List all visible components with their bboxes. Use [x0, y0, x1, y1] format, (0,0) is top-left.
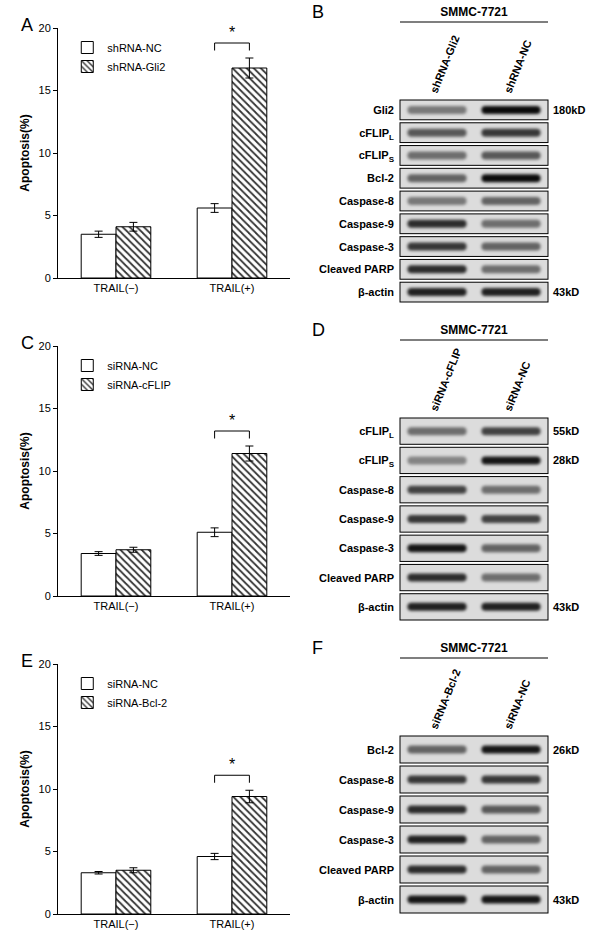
- svg-text:0: 0: [45, 908, 51, 920]
- svg-text:5: 5: [45, 209, 51, 221]
- svg-text:0: 0: [45, 590, 51, 602]
- svg-text:cFLIPL: cFLIPL: [359, 425, 394, 440]
- svg-text:20: 20: [39, 658, 51, 670]
- svg-text:D: D: [312, 320, 325, 340]
- svg-text:A: A: [21, 15, 33, 35]
- svg-text:B: B: [312, 2, 324, 22]
- svg-text:SMMC-7721: SMMC-7721: [440, 641, 508, 655]
- svg-text:shRNA-NC: shRNA-NC: [502, 38, 534, 95]
- svg-text:cFLIPS: cFLIPS: [359, 149, 395, 164]
- svg-text:shRNA-NC: shRNA-NC: [107, 42, 161, 54]
- svg-text:20: 20: [39, 340, 51, 352]
- svg-text:Apoptosis(%): Apoptosis(%): [18, 750, 32, 827]
- svg-text:Caspase-8: Caspase-8: [339, 484, 394, 496]
- svg-text:shRNA-Gli2: shRNA-Gli2: [428, 34, 462, 95]
- svg-text:20: 20: [39, 22, 51, 34]
- svg-text:siRNA-NC: siRNA-NC: [107, 360, 158, 372]
- svg-text:Caspase-3: Caspase-3: [339, 241, 394, 253]
- svg-text:cFLIPS: cFLIPS: [359, 454, 395, 469]
- svg-text:F: F: [312, 638, 323, 658]
- svg-text:5: 5: [45, 527, 51, 539]
- svg-text:Caspase-8: Caspase-8: [339, 774, 394, 786]
- svg-text:siRNA-Bcl-2: siRNA-Bcl-2: [107, 697, 167, 709]
- svg-text:43kD: 43kD: [553, 601, 579, 613]
- svg-text:β-actin: β-actin: [358, 894, 394, 906]
- svg-text:cFLIPL: cFLIPL: [359, 127, 394, 142]
- svg-text:TRAIL(+): TRAIL(+): [210, 600, 255, 612]
- svg-text:Caspase-3: Caspase-3: [339, 834, 394, 846]
- svg-text:β-actin: β-actin: [358, 601, 394, 613]
- svg-text:siRNA-NC: siRNA-NC: [502, 359, 533, 412]
- svg-text:Gli2: Gli2: [373, 104, 394, 116]
- svg-text:Caspase-9: Caspase-9: [339, 804, 394, 816]
- svg-text:Caspase-9: Caspase-9: [339, 218, 394, 230]
- svg-text:15: 15: [39, 402, 51, 414]
- svg-text:180kD: 180kD: [553, 104, 585, 116]
- svg-text:Cleaved PARP: Cleaved PARP: [319, 263, 394, 275]
- svg-text:TRAIL(−): TRAIL(−): [94, 600, 139, 612]
- svg-text:43kD: 43kD: [553, 286, 579, 298]
- svg-text:TRAIL(+): TRAIL(+): [210, 918, 255, 930]
- svg-text:*: *: [229, 756, 235, 773]
- svg-text:55kD: 55kD: [553, 425, 579, 437]
- svg-text:Cleaved PARP: Cleaved PARP: [319, 864, 394, 876]
- svg-text:Caspase-9: Caspase-9: [339, 513, 394, 525]
- svg-text:28kD: 28kD: [553, 454, 579, 466]
- svg-text:Cleaved PARP: Cleaved PARP: [319, 572, 394, 584]
- svg-text:10: 10: [39, 147, 51, 159]
- svg-text:0: 0: [45, 272, 51, 284]
- svg-text:siRNA-cFLIP: siRNA-cFLIP: [107, 379, 171, 391]
- svg-text:5: 5: [45, 845, 51, 857]
- svg-text:26kD: 26kD: [553, 744, 579, 756]
- svg-text:TRAIL(−): TRAIL(−): [94, 282, 139, 294]
- svg-text:siRNA-NC: siRNA-NC: [107, 678, 158, 690]
- svg-text:Bcl-2: Bcl-2: [367, 172, 394, 184]
- svg-text:β-actin: β-actin: [358, 286, 394, 298]
- svg-text:Apoptosis(%): Apoptosis(%): [18, 432, 32, 509]
- svg-text:SMMC-7721: SMMC-7721: [440, 5, 508, 19]
- svg-text:siRNA-Bcl-2: siRNA-Bcl-2: [428, 667, 463, 730]
- svg-text:shRNA-Gli2: shRNA-Gli2: [107, 61, 165, 73]
- svg-text:15: 15: [39, 720, 51, 732]
- svg-text:siRNA-NC: siRNA-NC: [502, 677, 533, 730]
- svg-text:Bcl-2: Bcl-2: [367, 744, 394, 756]
- svg-text:C: C: [21, 333, 34, 353]
- svg-text:10: 10: [39, 465, 51, 477]
- svg-text:10: 10: [39, 783, 51, 795]
- svg-text:15: 15: [39, 84, 51, 96]
- svg-text:TRAIL(+): TRAIL(+): [210, 282, 255, 294]
- svg-text:*: *: [229, 24, 235, 41]
- svg-text:siRNA-cFLIP: siRNA-cFLIP: [428, 346, 464, 412]
- svg-text:SMMC-7721: SMMC-7721: [440, 323, 508, 337]
- svg-text:*: *: [229, 412, 235, 429]
- svg-text:TRAIL(−): TRAIL(−): [94, 918, 139, 930]
- svg-text:Caspase-8: Caspase-8: [339, 195, 394, 207]
- svg-text:Caspase-3: Caspase-3: [339, 542, 394, 554]
- svg-text:E: E: [21, 651, 33, 671]
- svg-text:43kD: 43kD: [553, 894, 579, 906]
- svg-text:Apoptosis(%): Apoptosis(%): [18, 114, 32, 191]
